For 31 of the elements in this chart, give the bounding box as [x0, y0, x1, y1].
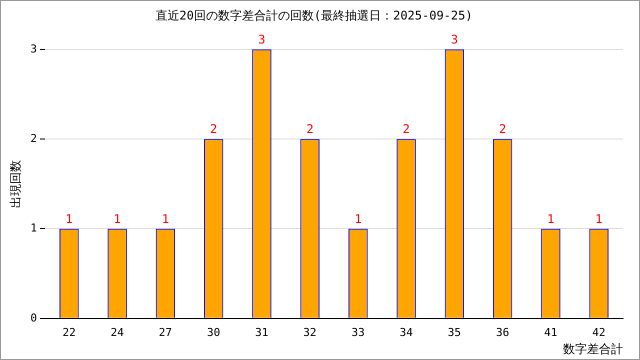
data-label: 3: [450, 32, 458, 47]
chart-title: 直近20回の数字差合計の回数(最終抽選日：2025-09-25): [155, 8, 473, 22]
x-tick-label: 34: [400, 326, 414, 339]
x-tick-label: 31: [255, 326, 268, 339]
data-label: 1: [595, 212, 603, 226]
x-axis-title: 数字差合計: [563, 342, 623, 356]
x-tick-label: 27: [158, 326, 172, 339]
data-label: 1: [162, 212, 170, 226]
data-label: 1: [114, 212, 121, 226]
x-tick-label: 22: [62, 326, 76, 339]
y-tick-label: 0: [30, 311, 38, 324]
data-label: 2: [498, 122, 506, 136]
data-label: 1: [354, 212, 362, 226]
y-tick-label: 2: [30, 132, 38, 145]
data-label: 2: [210, 122, 218, 136]
x-tick-label: 41: [544, 326, 558, 339]
x-tick-label: 30: [206, 326, 220, 339]
data-label: 1: [547, 212, 554, 226]
x-tick-label: 32: [303, 326, 317, 339]
data-label: 2: [306, 122, 314, 136]
x-tick-label: 36: [496, 326, 510, 339]
y-axis-title: 出現回数: [8, 160, 22, 208]
y-tick-label: 3: [30, 42, 38, 56]
data-label: 2: [402, 122, 410, 136]
x-tick-label: 35: [448, 326, 462, 339]
data-label: 3: [258, 32, 266, 47]
data-label: 1: [65, 212, 73, 226]
x-tick-label: 42: [592, 326, 606, 339]
x-tick-label: 24: [110, 326, 124, 339]
y-tick-label: 1: [30, 222, 38, 235]
x-tick-label: 33: [351, 326, 365, 339]
